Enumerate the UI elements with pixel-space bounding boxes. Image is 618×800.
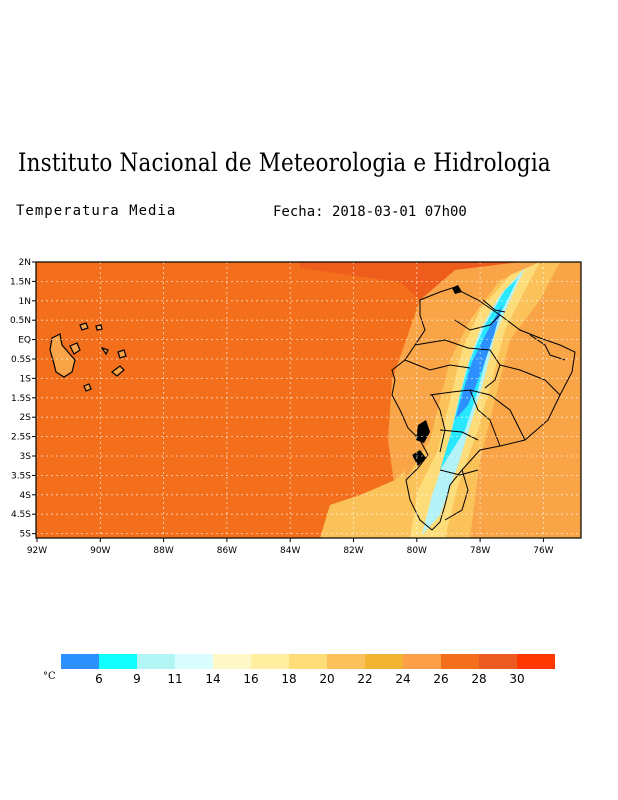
- lon-label: 92W: [27, 546, 47, 556]
- lat-label: 4S: [20, 491, 32, 501]
- map-frame: [35, 261, 582, 539]
- legend-label: 22: [357, 672, 372, 686]
- legend-swatch: [137, 654, 175, 669]
- legend-label: 30: [509, 672, 524, 686]
- latitude-axis: 2N 1.5N 1N 0.5N EQ 0.5S 1S 1.5S 2S 2.5S 3S 3.5S 4S 4.…: [10, 258, 36, 540]
- longitude-axis: 92W 90W 88W 86W 84W 82W 80W 78W 76W: [27, 538, 554, 556]
- lat-label: 1.5N: [10, 277, 31, 287]
- lon-label: 90W: [90, 546, 110, 556]
- lon-label: 78W: [470, 546, 490, 556]
- lat-label: 0.5N: [10, 316, 31, 326]
- legend-swatch: [479, 654, 517, 669]
- lon-label: 84W: [280, 546, 300, 556]
- legend-swatch: [175, 654, 213, 669]
- legend-label: 26: [433, 672, 448, 686]
- lat-label: 3.5S: [11, 471, 31, 481]
- map-field: [36, 262, 581, 538]
- legend-swatch: [403, 654, 441, 669]
- legend-label: 18: [281, 672, 296, 686]
- legend-label: 16: [243, 672, 258, 686]
- page-title: Instituto Nacional de Meteorologia e Hid…: [18, 148, 551, 177]
- legend-swatch: [441, 654, 479, 669]
- lon-label: 76W: [533, 546, 553, 556]
- variable-label: Temperatura Media: [16, 203, 177, 219]
- lat-label: 4.5S: [11, 510, 31, 520]
- legend-swatch: [289, 654, 327, 669]
- coastal-island: [412, 450, 426, 466]
- lat-label: 2S: [20, 413, 32, 423]
- legend-swatch: [327, 654, 365, 669]
- lat-label: 2.5S: [11, 433, 31, 443]
- coast-mild-field: [320, 470, 410, 538]
- lat-label: 1S: [20, 374, 32, 384]
- date-label: Fecha: 2018-03-01 07h00: [273, 204, 467, 220]
- lat-label: 5S: [20, 530, 32, 540]
- lat-label: 1.5S: [11, 394, 31, 404]
- legend-label: 20: [319, 672, 334, 686]
- lat-label: 0.5S: [11, 355, 31, 365]
- legend-swatch: [213, 654, 251, 669]
- legend-label: 14: [205, 672, 220, 686]
- color-legend: 6 9 11 14 16 18 20 22 24 26 28 30 °C: [43, 654, 555, 686]
- legend-label: 9: [133, 672, 141, 686]
- lat-label: 3S: [20, 452, 32, 462]
- north-coast-mark: [452, 285, 462, 294]
- lat-label: 1N: [19, 297, 31, 307]
- legend-swatch: [61, 654, 99, 669]
- lon-label: 80W: [407, 546, 427, 556]
- lat-label: EQ: [18, 336, 31, 346]
- grid-lines: [36, 262, 581, 538]
- lon-label: 86W: [217, 546, 237, 556]
- lat-label: 2N: [19, 258, 31, 268]
- galapagos-islands: [49, 322, 127, 392]
- legend-label: 6: [95, 672, 103, 686]
- legend-swatch: [517, 654, 555, 669]
- andes-coldest-field: [455, 305, 502, 420]
- legend-label: 28: [471, 672, 486, 686]
- lon-label: 88W: [153, 546, 173, 556]
- gulf-island: [416, 420, 430, 443]
- lon-label: 82W: [343, 546, 363, 556]
- legend-label: 24: [395, 672, 410, 686]
- legend-swatch: [365, 654, 403, 669]
- legend-unit: °C: [43, 671, 56, 682]
- legend-swatch: [99, 654, 137, 669]
- legend-label: 11: [167, 672, 182, 686]
- legend-swatch: [251, 654, 289, 669]
